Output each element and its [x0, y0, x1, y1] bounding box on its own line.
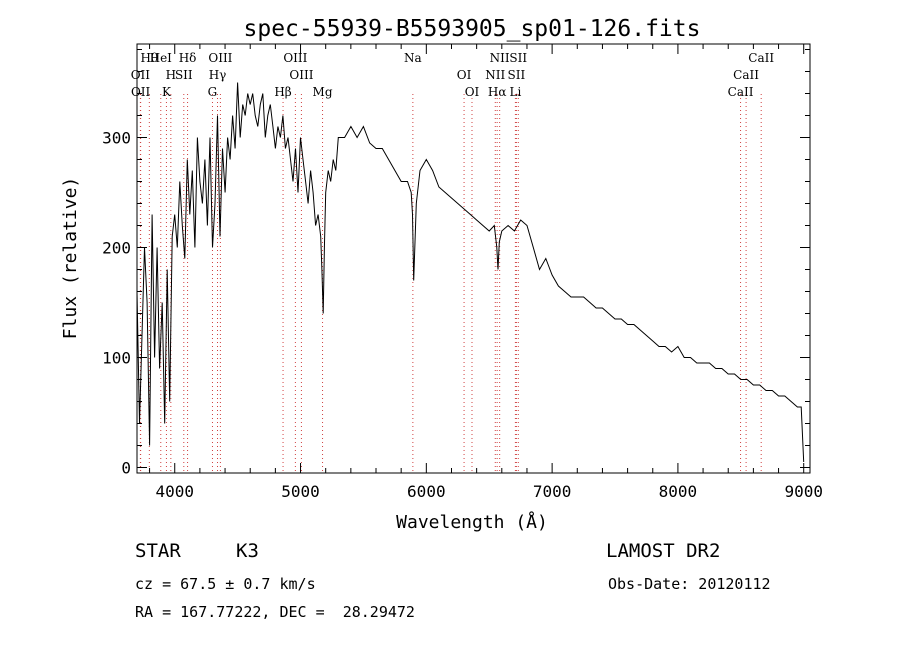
spectral-line-label: CaII: [748, 51, 774, 65]
spectral-line-label: OIII: [283, 51, 307, 65]
spectral-line-label: OII: [131, 85, 151, 99]
spectral-line-label: Na: [404, 51, 422, 65]
spectral-line-label: Hθ: [140, 51, 158, 65]
spectral-line-label: Hβ: [274, 85, 291, 99]
x-axis-label: Wavelength (Å): [396, 511, 548, 533]
spectral-line-label: CaII: [728, 85, 754, 99]
spectral-line-label: G: [208, 85, 218, 99]
spectral-line-label: NII: [490, 51, 510, 65]
y-tick-label: 0: [121, 459, 131, 478]
plot-frame: [136, 43, 811, 474]
survey-name: LAMOST DR2: [606, 540, 721, 562]
spectral-line-label: OIII: [289, 68, 313, 82]
spectral-line-label: Mg: [313, 85, 333, 99]
x-ticks: 4000 5000 6000 7000 8000 9000: [149, 44, 823, 501]
x-tick-label: 4000: [155, 482, 194, 501]
spectral-line-label: NII: [485, 68, 505, 82]
spectral-line-label: SII: [175, 68, 193, 82]
spectral-line-label: Hγ: [209, 68, 227, 82]
ra-dec: RA = 167.77222, DEC = 28.29472: [135, 603, 415, 621]
y-tick-label: 200: [102, 239, 131, 258]
object-class: STAR: [135, 540, 181, 562]
spectral-line-label: OI: [465, 85, 480, 99]
spectral-line-label: CaII: [733, 68, 759, 82]
y-tick-label: 100: [102, 349, 131, 368]
spectral-line-label: K: [162, 85, 172, 99]
spectral-line-label: SII: [508, 68, 526, 82]
spectral-line-label: Hα: [488, 85, 507, 99]
spectral-line-label: Li: [509, 85, 521, 99]
chart-title: spec-55939-B5593905_sp01-126.fits: [244, 16, 701, 42]
spectral-line-label: OI: [457, 68, 472, 82]
x-tick-label: 9000: [784, 482, 823, 501]
x-tick-label: 7000: [533, 482, 572, 501]
x-tick-label: 6000: [407, 482, 446, 501]
spectral-line-label: OIII: [208, 51, 232, 65]
x-tick-label: 8000: [659, 482, 698, 501]
series-spectrum: [136, 82, 805, 463]
spectral-line-label: SII: [509, 51, 527, 65]
x-tick-label: 5000: [281, 482, 320, 501]
y-axis-label: Flux (relative): [60, 177, 81, 340]
redshift-cz: cz = 67.5 ± 0.7 km/s: [135, 575, 316, 593]
spectral-line-label: OII: [131, 68, 151, 82]
plot-area: HθHKHδOIIOIIHeISIIGOIIIHγHβOIIIOIIIMgNaO…: [102, 43, 823, 501]
object-subclass: K3: [236, 540, 259, 562]
spectral-line-markers: [139, 94, 762, 473]
y-tick-label: 300: [102, 129, 131, 148]
spectral-line-label: H: [166, 68, 176, 82]
y-ticks: 0 100 200 300: [102, 49, 810, 478]
observation-date: Obs-Date: 20120112: [608, 575, 771, 593]
spectral-line-labels: HθHKHδOIIOIIHeISIIGOIIIHγHβOIIIOIIIMgNaO…: [131, 51, 775, 99]
spectral-line-label: Hδ: [179, 51, 197, 65]
spectral-line-label: HeI: [150, 51, 173, 65]
